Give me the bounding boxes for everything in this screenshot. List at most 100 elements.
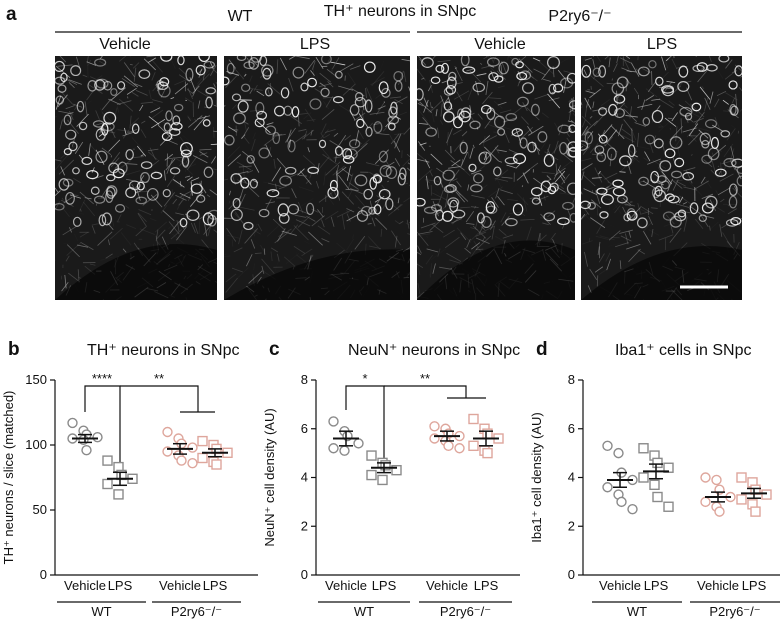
micrograph: [42, 43, 228, 306]
y-tick-label: 0: [301, 567, 308, 582]
condition-label: LPS: [300, 36, 330, 53]
y-tick-label: 50: [33, 502, 47, 517]
data-point: [198, 454, 207, 463]
x-tick-label: LPS: [474, 578, 499, 593]
fiber: [742, 194, 755, 208]
fiber: [96, 203, 97, 205]
significance-bracket: [120, 386, 215, 412]
fiber: [740, 70, 753, 78]
data-point: [198, 437, 207, 446]
group-label: P2ry6⁻/⁻: [440, 604, 491, 619]
data-point: [82, 446, 91, 455]
data-point: [712, 475, 721, 484]
data-point: [483, 449, 492, 458]
y-tick-label: 0: [568, 567, 575, 582]
fiber: [188, 182, 190, 183]
data-point: [751, 507, 760, 516]
data-point: [603, 441, 612, 450]
significance-label: *: [362, 371, 367, 386]
chart-title: NeuN⁺ neurons in SNpc: [348, 342, 520, 359]
micrographs: [42, 43, 755, 313]
fiber: [642, 299, 644, 313]
y-tick-label: 150: [25, 372, 47, 387]
data-point: [455, 444, 464, 453]
data-point: [354, 439, 363, 448]
y-axis-title: NeuN⁺ cell density (AU): [262, 408, 277, 546]
y-tick-label: 8: [568, 372, 575, 387]
data-point: [469, 415, 478, 424]
data-point: [103, 456, 112, 465]
significance-bracket: [346, 386, 384, 458]
fiber: [384, 102, 385, 103]
data-point: [650, 480, 659, 489]
group-label: WT: [228, 8, 253, 25]
data-point: [329, 444, 338, 453]
panel-letter: c: [269, 339, 280, 360]
x-tick-label: LPS: [372, 578, 397, 593]
data-point: [628, 505, 637, 514]
x-tick-label: Vehicle: [159, 578, 201, 593]
x-tick-label: Vehicle: [599, 578, 641, 593]
y-tick-label: 8: [301, 372, 308, 387]
panel-letter: b: [8, 339, 20, 360]
x-tick-label: LPS: [742, 578, 767, 593]
micrograph: [575, 45, 755, 313]
data-point: [367, 471, 376, 480]
data-point: [329, 417, 338, 426]
y-axis-title: Iba1⁺ cell density (AU): [529, 412, 544, 542]
chart-title: Iba1⁺ cells in SNpc: [615, 342, 752, 359]
x-tick-label: Vehicle: [697, 578, 739, 593]
x-tick-label: LPS: [203, 578, 228, 593]
data-point: [617, 497, 626, 506]
data-point: [444, 441, 453, 450]
data-point: [469, 441, 478, 450]
condition-label: LPS: [647, 36, 677, 53]
data-point: [378, 475, 387, 484]
data-point: [114, 490, 123, 499]
micrograph: [212, 52, 422, 306]
fiber: [688, 47, 696, 56]
data-point: [93, 433, 102, 442]
fiber: [593, 51, 598, 57]
data-point: [163, 428, 172, 437]
group-label: WT: [354, 604, 374, 619]
y-tick-label: 100: [25, 437, 47, 452]
data-point: [430, 422, 439, 431]
fiber: [348, 197, 349, 198]
data-point: [340, 446, 349, 455]
fiber: [497, 298, 501, 313]
data-point: [188, 443, 197, 452]
y-tick-label: 6: [301, 421, 308, 436]
data-point: [653, 493, 662, 502]
fiber: [42, 117, 57, 121]
fiber: [435, 48, 448, 56]
data-point: [701, 473, 710, 482]
group-label: P2ry6⁻/⁻: [548, 8, 611, 25]
fiber: [668, 118, 672, 119]
fiber: [410, 285, 414, 290]
y-tick-label: 6: [568, 421, 575, 436]
fiber: [42, 260, 56, 268]
data-point: [639, 444, 648, 453]
data-point: [367, 451, 376, 460]
data-point: [188, 459, 197, 468]
y-tick-label: 2: [568, 518, 575, 533]
group-label: WT: [91, 604, 111, 619]
x-tick-label: Vehicle: [64, 578, 106, 593]
x-tick-label: LPS: [108, 578, 133, 593]
data-point: [614, 449, 623, 458]
data-point: [177, 456, 186, 465]
x-tick-label: LPS: [644, 578, 669, 593]
group-label: P2ry6⁻/⁻: [709, 604, 760, 619]
data-point: [68, 418, 77, 427]
data-point: [103, 480, 112, 489]
data-point: [762, 490, 771, 499]
data-point: [639, 473, 648, 482]
fiber: [431, 185, 432, 196]
x-tick-label: Vehicle: [426, 578, 468, 593]
data-point: [701, 497, 710, 506]
data-point: [664, 502, 673, 511]
fiber: [264, 248, 265, 254]
y-tick-label: 0: [40, 567, 47, 582]
